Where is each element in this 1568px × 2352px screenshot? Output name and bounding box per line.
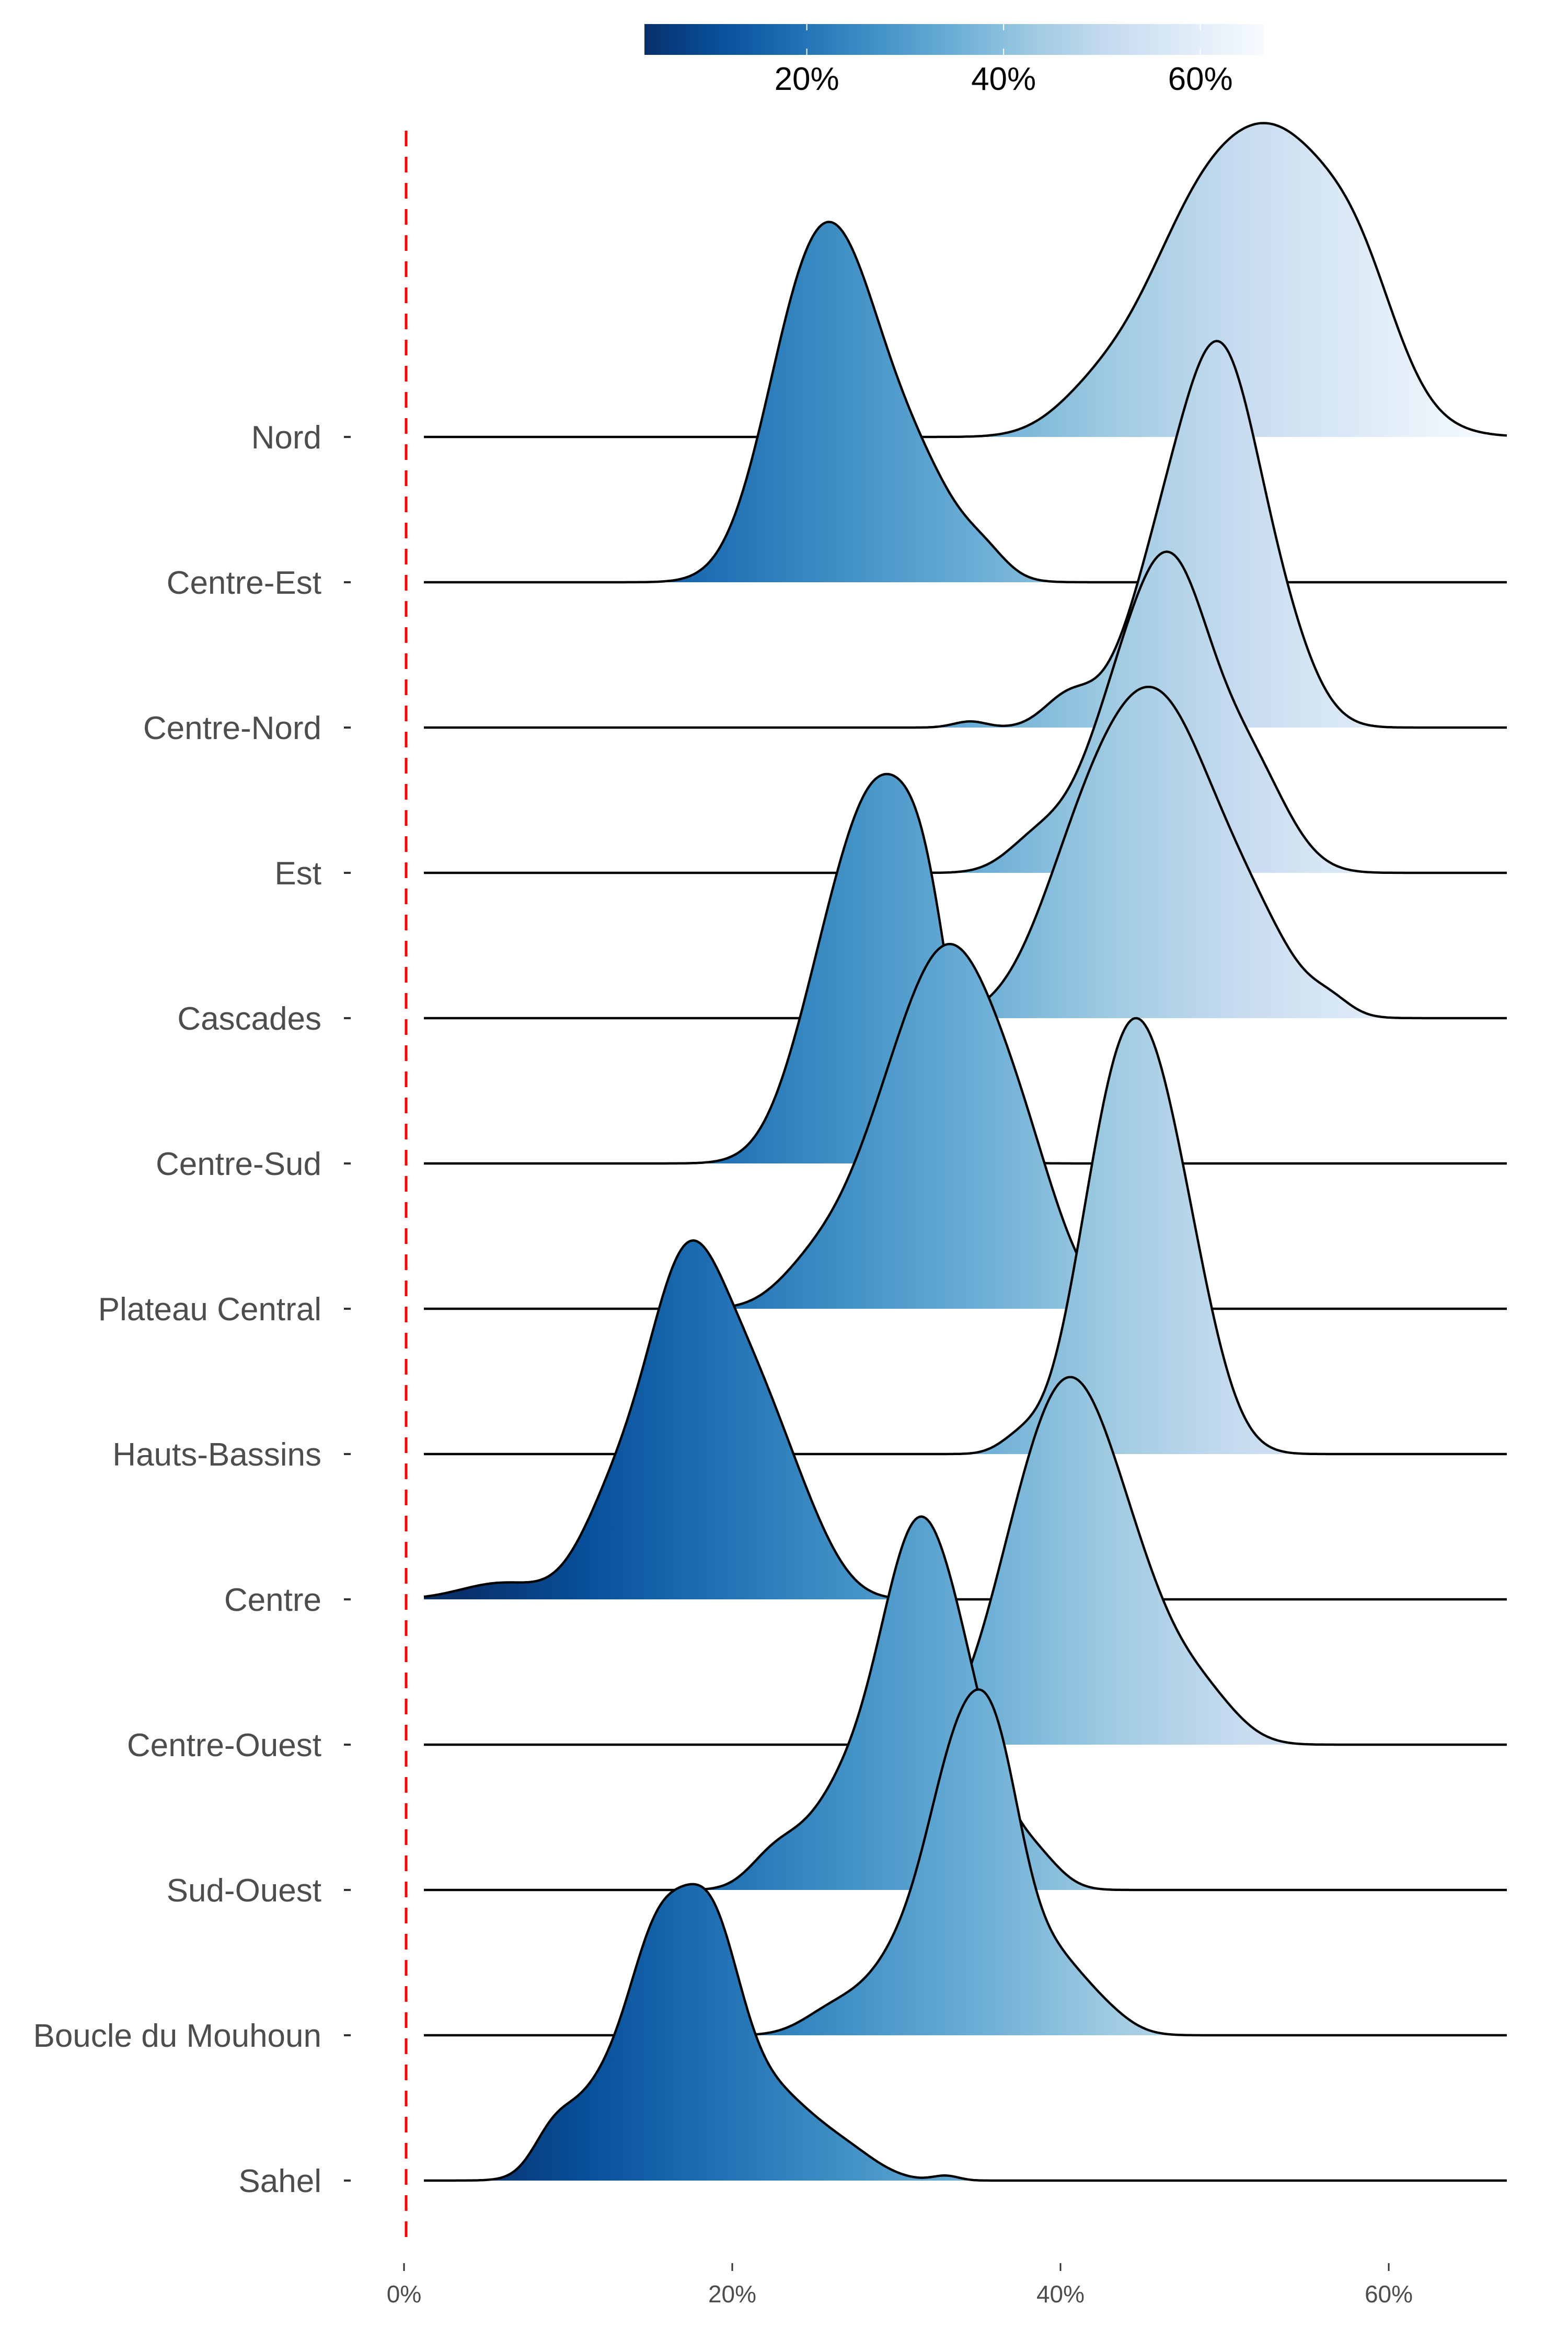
y-tick-label: Boucle du Mouhoun bbox=[33, 2018, 321, 2054]
ridge-nord bbox=[424, 122, 1507, 439]
y-tick-label: Sud-Ouest bbox=[167, 1873, 321, 1909]
ridge-outline bbox=[424, 550, 1507, 874]
ridge-est bbox=[424, 550, 1507, 874]
y-tick-label: Cascades bbox=[177, 1001, 321, 1037]
ridge-outline bbox=[424, 942, 1507, 1310]
ridge-outline bbox=[424, 340, 1507, 729]
ridge-fill bbox=[424, 341, 1507, 728]
ridge-outline bbox=[423, 1239, 1507, 1601]
ridge-outline bbox=[424, 1515, 1507, 1892]
legend-tick-label: 40% bbox=[971, 61, 1036, 97]
y-tick-label: Sahel bbox=[238, 2163, 321, 2199]
ridge-sahel bbox=[424, 1883, 1507, 2182]
y-tick-label: Est bbox=[274, 856, 321, 892]
ridge-fill bbox=[424, 1689, 1507, 2035]
x-tick-label: 20% bbox=[708, 2280, 756, 2308]
legend-tick-label: 60% bbox=[1168, 61, 1233, 97]
y-tick-label: Plateau Central bbox=[98, 1292, 321, 1328]
legend-tick-label: 20% bbox=[775, 61, 839, 97]
ridge-outline bbox=[424, 221, 1507, 584]
y-tick-label: Centre-Sud bbox=[156, 1146, 321, 1182]
x-tick-label: 40% bbox=[1036, 2280, 1085, 2308]
ridge-hauts-bassins bbox=[424, 1017, 1507, 1456]
ridge-outline bbox=[424, 122, 1507, 439]
ridge-centre bbox=[423, 1239, 1507, 1601]
ridges-group bbox=[423, 122, 1507, 2182]
y-tick-label: Nord bbox=[251, 420, 321, 456]
ridge-fill bbox=[424, 687, 1507, 1018]
ridge-boucle-du-mouhoun bbox=[424, 1688, 1507, 2037]
y-tick-label: Centre-Est bbox=[167, 565, 321, 601]
ridge-outline bbox=[424, 1688, 1507, 2037]
x-tick-label: 60% bbox=[1365, 2280, 1413, 2308]
y-tick-label: Centre bbox=[224, 1582, 321, 1618]
ridge-fill bbox=[424, 551, 1507, 873]
ridge-fill bbox=[424, 1240, 1507, 1599]
y-tick-label: Centre-Ouest bbox=[127, 1727, 321, 1763]
ridge-outline bbox=[424, 1883, 1507, 2182]
y-tick-label: Centre-Nord bbox=[143, 710, 321, 746]
ridge-centre-nord bbox=[424, 340, 1507, 729]
y-tick-label: Hauts-Bassins bbox=[112, 1437, 321, 1473]
ridge-plateau-central bbox=[424, 942, 1507, 1310]
x-tick-label: 0% bbox=[387, 2280, 421, 2308]
color-legend: 20% 40% 60% bbox=[644, 24, 1264, 97]
legend-colorbar bbox=[644, 24, 1264, 55]
ridge-fill bbox=[424, 1884, 1507, 2181]
ridge-fill bbox=[424, 944, 1507, 1309]
ridge-fill bbox=[424, 123, 1507, 437]
y-axis: Nord Centre-Est Centre-Nord Est Cascades Cent… bbox=[33, 420, 351, 2199]
ridge-outline bbox=[424, 1017, 1507, 1456]
x-axis: 0% 20% 40% 60% bbox=[387, 2263, 1413, 2308]
ridge-centre-est bbox=[424, 221, 1507, 584]
